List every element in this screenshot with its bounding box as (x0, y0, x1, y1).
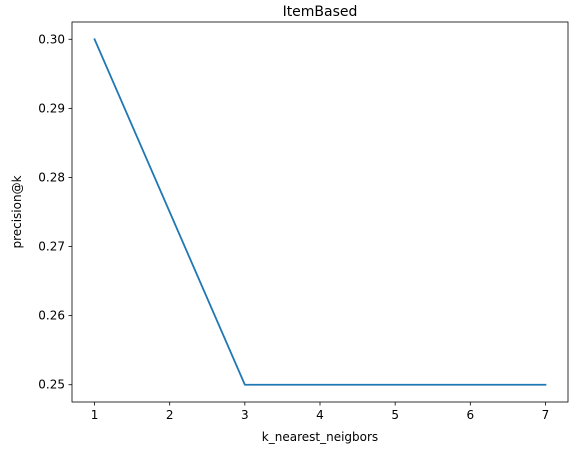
plot-background (72, 22, 568, 402)
x-axis-ticks: 1 2 3 4 5 6 7 (91, 402, 550, 422)
y-axis-ticks: 0.25 0.26 0.27 0.28 0.29 0.30 (38, 32, 72, 392)
y-tick-label: 0.30 (38, 32, 65, 46)
x-tick-label: 5 (391, 408, 399, 422)
y-tick-label: 0.27 (38, 240, 65, 254)
y-tick-label: 0.25 (38, 378, 65, 392)
x-axis-label: k_nearest_neigbors (262, 430, 378, 444)
x-tick-label: 6 (466, 408, 474, 422)
chart-title: ItemBased (283, 4, 358, 20)
series-line (93, 38, 547, 386)
x-tick-label: 1 (91, 408, 99, 422)
x-tick-label: 7 (542, 408, 550, 422)
y-tick-label: 0.29 (38, 101, 65, 115)
x-tick-label: 4 (316, 408, 324, 422)
x-tick-label: 3 (241, 408, 249, 422)
y-tick-label: 0.26 (38, 309, 65, 323)
x-tick-label: 2 (166, 408, 174, 422)
y-axis-label: precision@k (10, 175, 24, 248)
series-layer (93, 38, 547, 386)
y-tick-label: 0.28 (38, 170, 65, 184)
